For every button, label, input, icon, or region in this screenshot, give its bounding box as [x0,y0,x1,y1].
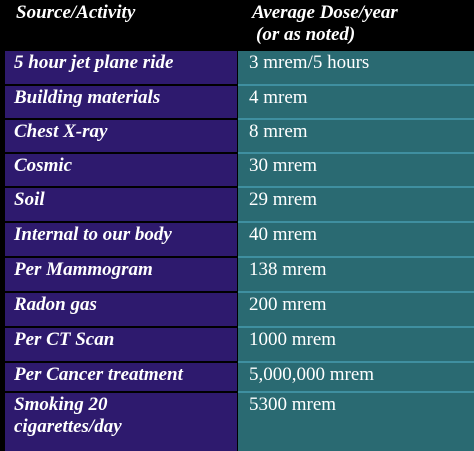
dose-text: 138 mrem [249,259,327,280]
row-divider [238,118,474,120]
source-cell: Per CT Scan [5,328,237,361]
dose-cell: 5,000,000 mrem [238,363,474,391]
table-header: Source/Activity Average Dose/year (or as… [0,0,474,49]
dose-cell: 3 mrem/5 hours [238,51,474,84]
source-text: Per Mammogram [14,259,153,280]
source-text: Radon gas [14,294,97,315]
source-text: Per Cancer treatment [14,364,183,385]
row-divider [238,326,474,328]
row-divider [238,361,474,363]
dose-text: 40 mrem [249,224,318,245]
dose-text: 5300 mrem [249,394,337,415]
source-cell: Internal to our body [5,223,237,256]
dose-cell: 30 mrem [238,154,474,186]
table-row: Chest X-ray 8 mrem [0,120,474,152]
dose-cell: 8 mrem [238,120,474,152]
row-divider [238,221,474,223]
table-row: Building materials 4 mrem [0,86,474,118]
dose-text: 3 mrem/5 hours [249,52,370,73]
table-row: Radon gas 200 mrem [0,293,474,326]
source-cell: Per Cancer treatment [5,363,237,391]
source-cell: Soil [5,188,237,221]
source-cell: Per Mammogram [5,258,237,291]
source-text: Chest X-ray [14,121,108,142]
source-text: Per CT Scan [14,329,115,350]
dose-cell: 5300 mrem [238,393,474,451]
source-cell: Chest X-ray [5,120,237,152]
table-row: Internal to our body 40 mrem [0,223,474,256]
header-source-activity: Source/Activity [16,2,136,23]
dose-cell: 4 mrem [238,86,474,118]
dose-cell: 1000 mrem [238,328,474,361]
dose-text: 200 mrem [249,294,327,315]
table-row: 5 hour jet plane ride 3 mrem/5 hours [0,51,474,84]
source-text: Internal to our body [14,224,172,245]
dose-cell: 40 mrem [238,223,474,256]
source-text: 5 hour jet plane ride [14,52,174,73]
source-cell: Radon gas [5,293,237,326]
header-average-dose-line1: Average Dose/year [252,2,398,23]
source-cell: Smoking 20 cigarettes/day [5,393,237,451]
table-row: Per Cancer treatment 5,000,000 mrem [0,363,474,391]
dose-text: 29 mrem [249,189,318,210]
dose-text: 30 mrem [249,155,318,176]
source-cell: 5 hour jet plane ride [5,51,237,84]
source-text: Cosmic [14,155,73,176]
table-row: Smoking 20 cigarettes/day 5300 mrem [0,393,474,451]
row-divider [238,152,474,154]
dose-text: 8 mrem [249,121,308,142]
row-divider [238,391,474,393]
header-average-dose: Average Dose/year (or as noted) [252,2,398,46]
dose-text: 4 mrem [249,87,308,108]
dose-cell: 200 mrem [238,293,474,326]
source-cell: Cosmic [5,154,237,186]
dose-cell: 29 mrem [238,188,474,221]
table-row: Soil 29 mrem [0,188,474,221]
row-divider [238,291,474,293]
table-row: Per Mammogram 138 mrem [0,258,474,291]
header-average-dose-line2: (or as noted) [256,24,356,45]
source-text: Smoking 20 cigarettes/day [14,394,122,437]
row-divider [238,256,474,258]
row-divider [238,186,474,188]
row-divider [238,84,474,86]
source-cell: Building materials [5,86,237,118]
dose-cell: 138 mrem [238,258,474,291]
dose-text: 5,000,000 mrem [249,364,375,385]
table-row: Per CT Scan 1000 mrem [0,328,474,361]
dose-text: 1000 mrem [249,329,337,350]
table-row: Cosmic 30 mrem [0,154,474,186]
source-text: Soil [14,189,45,210]
source-text: Building materials [14,87,161,108]
